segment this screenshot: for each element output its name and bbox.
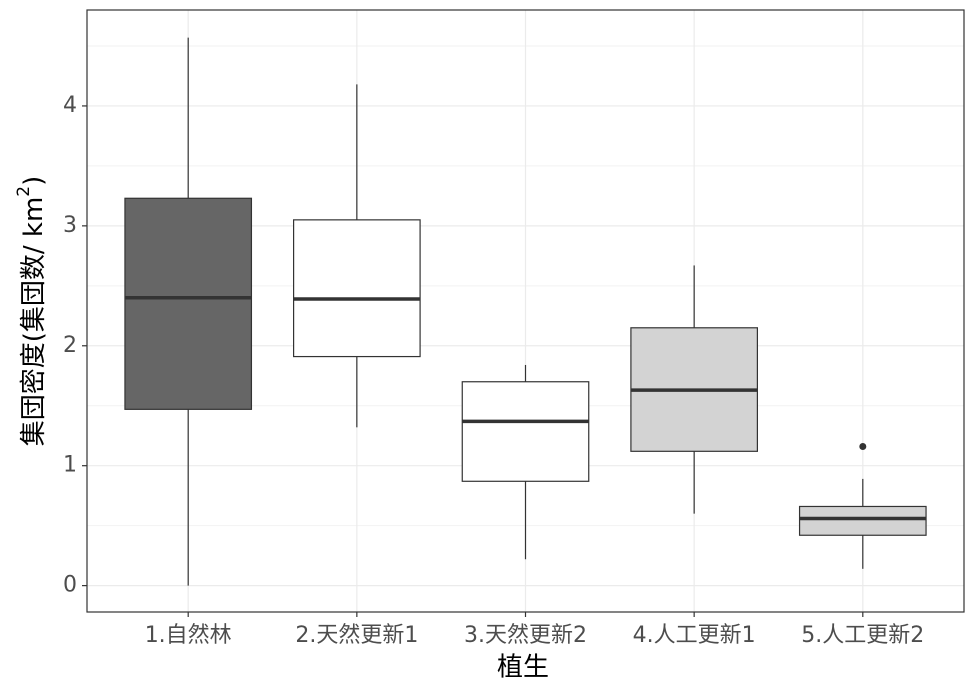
y-axis-title-suffix: ): [19, 176, 49, 186]
x-tick-label: 2.天然更新1: [295, 623, 418, 648]
outlier: [859, 443, 867, 451]
plot-border: [86, 9, 965, 613]
box: [798, 505, 927, 536]
y-tick-label: 0: [63, 573, 77, 598]
y-axis-title: 集団密度(集団数/ km2): [14, 176, 49, 447]
y-axis-title-text: 集団密度(集団数/ km: [19, 197, 49, 447]
x-tick-label: 4.人工更新1: [633, 623, 756, 648]
x-tick-label: 1.自然林: [145, 623, 232, 648]
box: [461, 381, 590, 482]
x-axis-title: 植生: [497, 653, 549, 683]
x-tick-label: 5.人工更新2: [801, 623, 924, 648]
y-tick-label: 3: [63, 213, 77, 238]
box: [293, 219, 421, 358]
y-tick-label: 4: [63, 93, 77, 118]
box: [124, 197, 253, 410]
y-axis-title-superscript: 2: [14, 186, 34, 197]
y-tick-label: 1: [63, 453, 77, 478]
x-tick-label: 3.天然更新2: [464, 623, 587, 648]
y-tick-label: 2: [63, 333, 77, 358]
